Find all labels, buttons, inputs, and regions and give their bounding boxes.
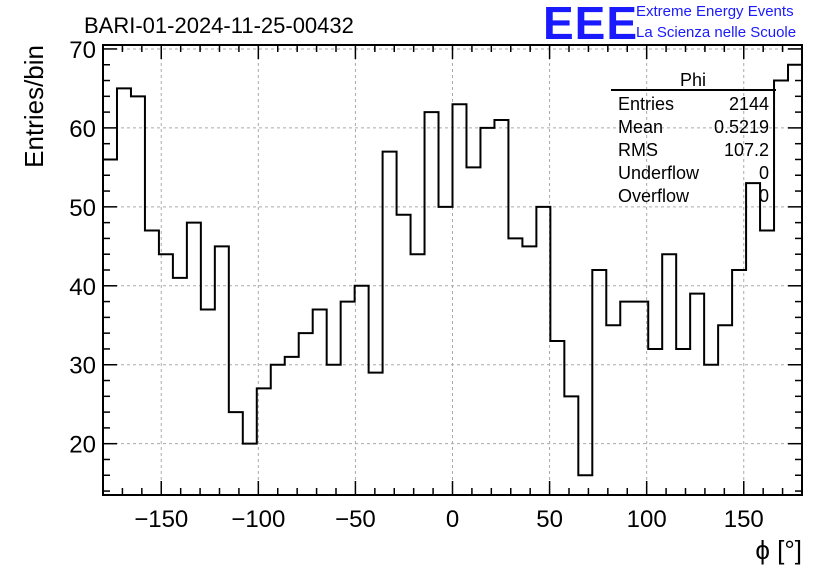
y-tick-label: 40 [69,274,96,301]
stats-box-name: Phi [680,70,706,90]
stats-label: Underflow [618,163,700,183]
x-tick-label: 50 [536,506,563,533]
y-axis-label: Entries/bin [19,45,49,168]
y-tick-labels: 20 30 40 50 60 70 [69,37,96,459]
stats-label: Entries [618,94,674,114]
stats-value: 2144 [729,94,769,114]
x-tick-label: −50 [335,506,376,533]
logo-line-1: Extreme Energy Events [636,3,794,20]
stats-value: 0 [759,163,769,183]
x-axis-label: ϕ [°] [755,535,802,565]
y-tick-label: 20 [69,432,96,459]
stats-label: Overflow [618,186,690,206]
axis-ticks [103,45,802,495]
stats-value: 0 [759,186,769,206]
x-tick-label: 100 [627,506,667,533]
stats-value: 0.5219 [714,117,769,137]
stats-value: 107.2 [724,140,769,160]
y-tick-label: 50 [69,195,96,222]
histogram-series [103,63,802,477]
x-tick-label: −100 [231,506,285,533]
x-tick-label: 150 [724,506,764,533]
x-tick-label: 0 [446,506,459,533]
stats-label: RMS [618,140,658,160]
chart-title: BARI-01-2024-11-25-00432 [84,13,354,38]
logo-line-2: La Scienza nelle Scuole [636,24,797,41]
y-tick-label: 30 [69,353,96,380]
stats-label: Mean [618,117,663,137]
eee-logo: EEE [543,0,639,49]
x-tick-labels: −150 −100 −50 0 50 100 150 [134,506,764,533]
x-tick-label: −150 [134,506,188,533]
y-tick-label: 70 [69,37,96,64]
stats-box: Phi Entries 2144 Mean 0.5219 RMS 107.2 Underfl… [611,70,776,206]
y-tick-label: 60 [69,116,96,143]
